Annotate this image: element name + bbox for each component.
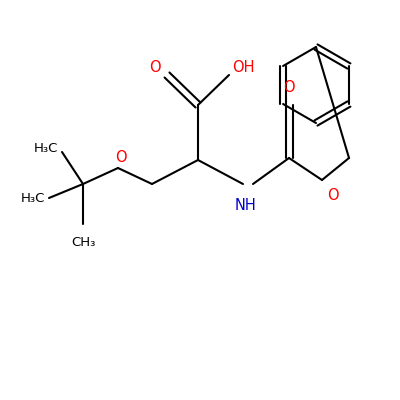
Text: H₃C: H₃C: [21, 192, 45, 204]
Text: O: O: [115, 150, 127, 166]
Text: O: O: [149, 60, 161, 74]
Text: O: O: [327, 188, 339, 203]
Text: NH: NH: [234, 198, 256, 213]
Text: OH: OH: [232, 60, 254, 74]
Text: CH₃: CH₃: [71, 236, 95, 249]
Text: H₃C: H₃C: [34, 142, 58, 156]
Text: O: O: [283, 80, 295, 95]
